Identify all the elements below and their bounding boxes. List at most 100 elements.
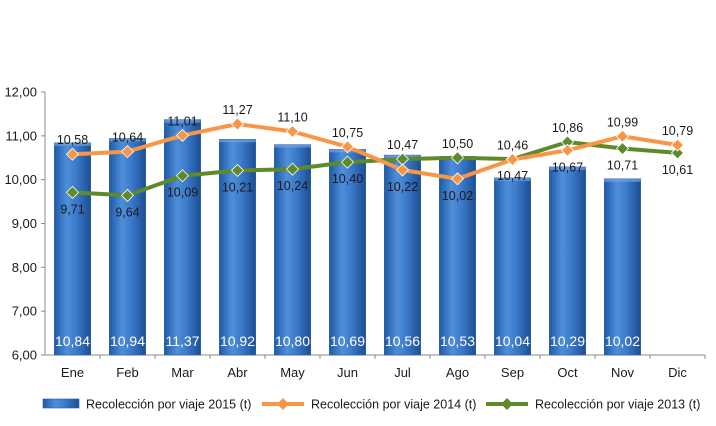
marker-2014 [560, 143, 575, 157]
axes-layer: 6,00 7,00 8,00 9,00 10,00 11,00 12,00 Ene Feb Mar… [4, 85, 706, 380]
bar-2015-top-highlight [54, 142, 91, 146]
x-tick-label: Ene [61, 365, 84, 380]
bar-2015-top-highlight [219, 139, 256, 143]
line-2013-value-label: 9,64 [115, 205, 139, 219]
line-2013-value-label: 10,86 [552, 121, 583, 135]
y-tick-label: 7,00 [12, 304, 37, 319]
y-tick-label: 9,00 [12, 216, 37, 231]
bar-2015 [54, 142, 91, 356]
x-tick-label: Jun [337, 365, 358, 380]
line-2014-value-label: 10,58 [57, 133, 88, 147]
marker-2014 [340, 140, 355, 154]
line-2014-value-label: 10,79 [662, 124, 693, 138]
y-tick-label: 12,00 [4, 85, 37, 100]
line-2013-value-label: 10,09 [167, 186, 198, 200]
legend-swatch-2015 [42, 398, 80, 409]
y-tick-label: 10,00 [4, 172, 37, 187]
legend-label-2013: Recolección por viaje 2013 (t) [535, 398, 700, 412]
line-2013-value-label: 10,40 [332, 172, 363, 186]
data-labels-layer: 10,84 10,94 11,37 10,92 10,80 10,69 10,56 10,53… [55, 103, 693, 349]
bar-2015-top-highlight [164, 119, 201, 123]
marker-2013 [120, 188, 135, 203]
x-tick-label: Abr [227, 365, 248, 380]
bar-2015 [164, 119, 201, 356]
bar-2015-top-highlight [494, 177, 531, 181]
bar-2015 [329, 149, 366, 356]
line-2013-value-label: 10,21 [222, 180, 253, 194]
bar-2015-value-label: 10,04 [495, 333, 530, 349]
line-2013 [70, 140, 680, 198]
line-2014-value-label: 10,64 [112, 131, 143, 145]
bar-2015-value-label: 10,69 [330, 333, 365, 349]
marker-2014 [670, 138, 685, 152]
bar-2015 [109, 138, 146, 356]
bar-2015-value-label: 10,02 [605, 333, 640, 349]
y-tick-label: 6,00 [12, 348, 37, 363]
x-tick-label: Jul [394, 365, 411, 380]
legend-marker-2013 [501, 398, 513, 410]
line-2013-value-label: 10,71 [607, 159, 638, 173]
marker-2013 [175, 169, 190, 183]
x-tick-label: Sep [501, 365, 524, 380]
line-2014-value-label: 10,02 [442, 189, 473, 203]
bar-2015-value-label: 11,37 [166, 333, 200, 349]
line-2014-value-label: 10,75 [332, 126, 363, 140]
bar-2015-top-highlight [274, 144, 311, 148]
line-2013-value-label: 9,71 [60, 202, 84, 216]
line-2014-value-label: 10,46 [497, 139, 528, 153]
bar-2015 [274, 144, 311, 356]
line-2014-value-label: 11,27 [222, 103, 252, 117]
x-tick-label: Feb [116, 365, 138, 380]
line-2014-value-label: 10,22 [387, 180, 418, 194]
lines-layer [65, 117, 685, 203]
bar-2015-value-label: 10,84 [55, 333, 90, 349]
marker-2013 [230, 163, 245, 178]
line-2014-value-label: 10,99 [607, 115, 638, 129]
bar-2015-value-label: 10,29 [550, 333, 585, 349]
line-2014-value-label: 11,10 [277, 110, 307, 124]
bar-2015 [439, 156, 476, 356]
x-tick-label: Mar [171, 365, 194, 380]
bar-2015-value-label: 10,80 [275, 333, 310, 349]
y-tick-label: 8,00 [12, 260, 37, 275]
bar-2015 [549, 166, 586, 356]
bar-2015 [604, 178, 641, 356]
bar-2015-top-highlight [604, 178, 641, 182]
marker-2014 [615, 129, 630, 143]
line-2014 [70, 122, 680, 181]
legend-label-2014: Recolección por viaje 2014 (t) [311, 398, 476, 412]
y-tick-label: 11,00 [5, 128, 37, 143]
marker-2013 [285, 162, 300, 176]
bar-2015-top-highlight [109, 138, 146, 142]
bar-2015-value-label: 10,92 [220, 333, 255, 349]
marker-2014 [285, 124, 300, 139]
line-2013-value-label: 10,47 [387, 138, 418, 152]
bars-layer [54, 119, 641, 356]
x-tick-label: Ago [446, 365, 469, 380]
marker-2013 [670, 146, 685, 160]
legend: Recolección por viaje 2015 (t) Recolecció… [42, 398, 700, 412]
marker-2013 [340, 155, 355, 169]
x-tick-label: Dic [668, 365, 687, 380]
line-2014-value-label: 11,01 [167, 114, 197, 128]
bar-2015-value-label: 10,94 [110, 333, 145, 349]
bar-2015-top-highlight [549, 166, 586, 170]
bar-2015 [494, 177, 531, 356]
line-2013-value-label: 10,61 [662, 163, 693, 177]
marker-2014 [505, 152, 520, 167]
bar-2015-value-label: 10,56 [385, 333, 420, 349]
marker-2013 [450, 151, 465, 165]
legend-marker-2014 [277, 398, 289, 410]
bar-2015-value-label: 10,53 [440, 333, 475, 349]
marker-2013 [615, 141, 630, 156]
marker-2014 [175, 128, 190, 142]
marker-2014 [395, 163, 410, 177]
x-tick-label: May [280, 365, 305, 380]
x-tick-label: Oct [557, 365, 578, 380]
marker-2014 [65, 147, 80, 161]
marker-2014 [120, 145, 135, 159]
line-2013-value-label: 10,24 [277, 179, 308, 193]
marker-2014 [230, 117, 245, 131]
